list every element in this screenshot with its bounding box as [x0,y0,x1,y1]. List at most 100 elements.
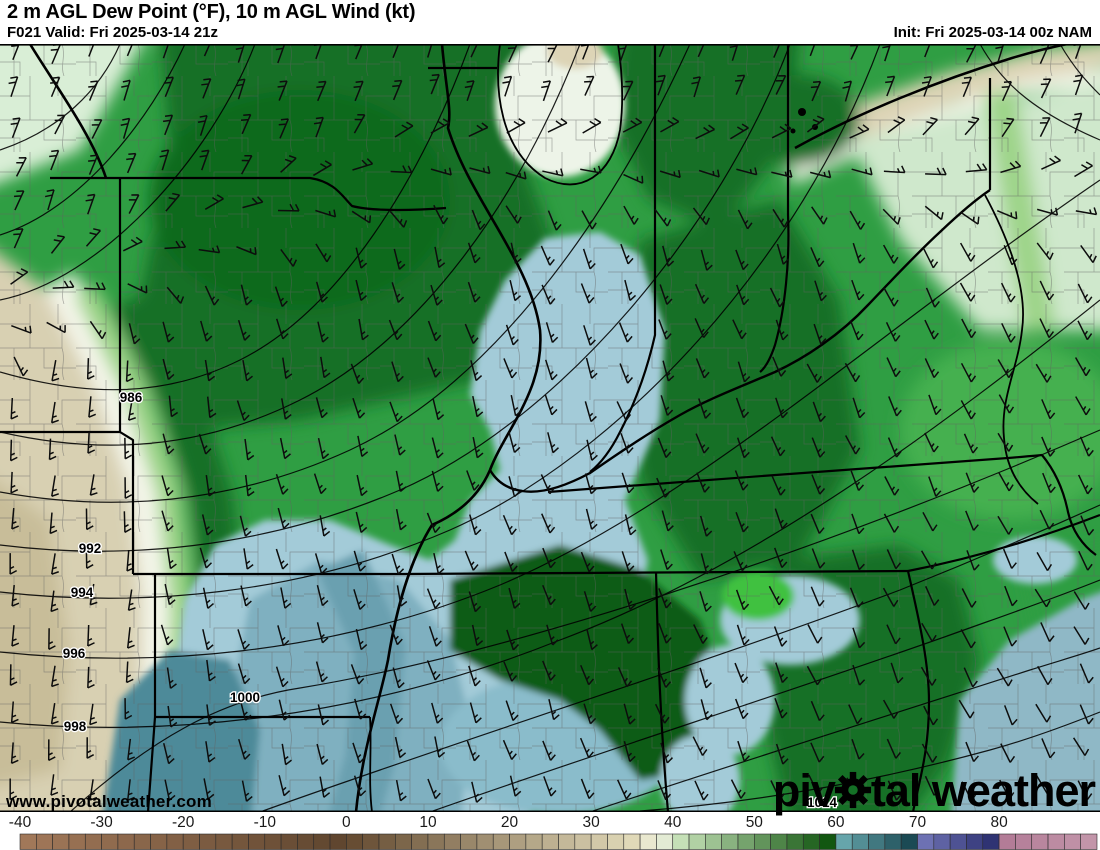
colorbar-cell [280,833,298,850]
wind-barb [502,75,513,97]
wind-barb [391,361,404,383]
wind-barb [622,117,643,133]
wind-barb [882,699,899,719]
wind-barb [884,476,900,496]
wind-barb [810,247,825,268]
colorbar-cell [917,833,935,850]
wind-barb [734,662,749,684]
wind-barb [810,742,825,763]
wind-barb [1035,703,1052,723]
colorbar-cell [84,833,102,850]
wind-barb [50,76,61,98]
wind-barb [466,740,480,762]
wind-barb [624,514,637,536]
wind-barb [124,698,133,720]
colorbar-cell [868,833,886,850]
wind-barb [1041,738,1056,759]
wind-barb [87,666,95,689]
wind-barb [542,740,556,761]
wind-barb [700,553,713,575]
colorbar-cell [541,833,559,850]
wind-barb [124,477,133,499]
wind-barb [547,210,562,231]
wind-barb [1077,780,1093,801]
wind-barb [203,44,214,57]
wind-barb [9,553,18,575]
wind-barb [998,394,1015,414]
wind-barb [540,474,555,495]
wind-barb [464,323,479,344]
colorbar-cell [101,833,119,850]
wind-barb [770,780,785,800]
wind-barb [88,80,99,101]
wind-barb [1073,626,1090,645]
wind-barb [1079,436,1094,457]
wind-barb [775,319,789,341]
wind-barb [395,779,407,802]
wind-barb [657,437,672,458]
wind-barb [426,660,441,681]
wind-barb [388,319,403,341]
wind-barb [275,318,289,340]
wind-barb [811,437,826,458]
wind-barb [1041,399,1056,420]
wind-barb [776,243,790,265]
wind-barb [961,588,977,608]
wind-barb [1000,160,1022,174]
wind-barb [542,660,556,681]
wind-barb [1039,117,1051,138]
wind-barb [431,437,444,459]
wind-barb [1036,207,1059,216]
wind-barb [353,113,366,134]
wind-barb [468,591,482,613]
wind-barb [205,741,216,763]
wind-barb [585,508,598,530]
wind-barb [849,124,870,139]
wind-barb [922,116,938,136]
wind-barb [851,513,865,535]
wind-barb [928,476,942,497]
colorbar-tick-40: 40 [664,814,682,831]
wind-barb [389,210,408,228]
wind-barb [86,358,95,380]
wind-barb [1003,244,1018,266]
wind-barb [128,323,141,345]
wind-barb [161,475,174,497]
wind-barb [390,165,413,174]
wind-barb [734,698,749,720]
wind-barb [164,583,176,606]
wind-barb [737,740,750,762]
wind-barb [888,396,902,417]
pressure-label-992: 992 [79,541,102,556]
wind-barb [1036,242,1054,261]
wind-barb [655,74,666,96]
wind-barb [547,44,559,63]
colorbar-cell [656,833,674,850]
wind-barb [10,268,29,285]
colorbar-cell [1080,833,1098,850]
colorbar-cell [215,833,233,850]
wind-barb [1080,245,1097,263]
wind-barb [922,44,934,58]
wind-barb [694,318,709,339]
forecast-valid-label: F021 Valid: Fri 2025-03-14 21z [7,24,218,41]
wind-barb [279,437,291,460]
wind-barb [580,778,595,799]
wind-barb [506,118,526,134]
wind-barb [852,397,866,419]
colorbar-cell [443,833,461,850]
wind-barb [882,208,901,225]
wind-barb [426,512,441,533]
wind-barb [694,780,709,801]
wind-barb [885,321,901,342]
wind-barb [275,548,289,570]
wind-barb [241,780,253,802]
wind-barb [11,585,20,607]
wind-barb [123,511,132,533]
wind-barb [1041,436,1056,457]
colorbar-tick-70: 70 [909,814,927,831]
wind-barb [128,194,140,214]
wind-barb [433,204,449,225]
colorbar-cell [199,833,217,850]
wind-barb [617,44,628,63]
